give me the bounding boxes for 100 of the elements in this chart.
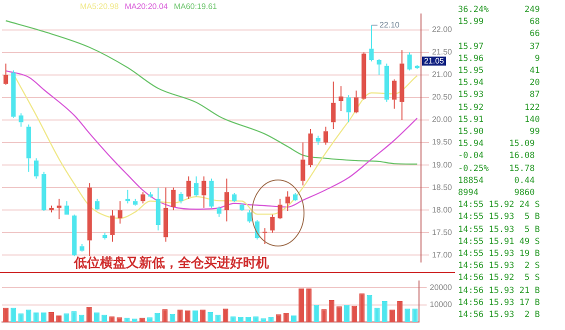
text: 15.96 9	[458, 52, 541, 66]
text: 15.97 37	[458, 40, 541, 53]
candlestick	[216, 206, 222, 218]
candlestick	[232, 192, 237, 203]
candlestick	[80, 243, 84, 252]
bar	[321, 309, 327, 322]
y-tick-label: 20000	[430, 282, 453, 292]
text: MA20:20.04	[124, 2, 168, 11]
candlestick	[346, 94, 351, 123]
y-tick-label: 17.50	[432, 228, 453, 237]
y-tick-label: 21.50	[432, 48, 453, 57]
text: 14:55 15.91 49 S	[458, 236, 541, 248]
candlestick	[384, 63, 389, 102]
y-tick-label: 22.00	[432, 24, 453, 34]
text: 14:55 15.93 5 B	[458, 211, 541, 224]
bar	[222, 308, 228, 322]
y-tick-label: 18.50	[432, 182, 453, 192]
candlestick	[285, 190, 290, 212]
y-tick-label: 19.00	[432, 160, 453, 170]
line-series	[5, 20, 418, 165]
text: 18854 0.44	[458, 174, 536, 188]
candlestick	[247, 210, 252, 224]
candlestick	[270, 214, 275, 234]
bar	[298, 288, 304, 322]
text: 14:56 15.93 2 B	[458, 309, 541, 322]
text: -0.04 16.08	[458, 150, 536, 163]
candlestick	[171, 187, 176, 211]
bar	[26, 310, 32, 322]
candlestick	[26, 124, 31, 172]
bar	[94, 312, 100, 322]
candlestick	[194, 176, 199, 198]
candlestick	[72, 214, 77, 257]
annotation: 低位横盘又新低，全仓买进好时机	[72, 256, 271, 271]
bar	[33, 312, 39, 322]
text: 14:56 15.93 2 S	[458, 260, 541, 272]
candlestick	[110, 210, 115, 242]
text: 15.92 122	[458, 102, 541, 114]
bar	[344, 304, 350, 322]
candlestick	[316, 135, 320, 146]
text: 14:55 15.92 24 S	[458, 199, 541, 212]
bar	[404, 308, 410, 322]
text: 15.99 68	[458, 16, 541, 28]
bar	[389, 310, 395, 322]
text: 14:56 15.92 5 S	[458, 272, 541, 285]
candlestick	[331, 81, 336, 130]
text: 15.95 41	[458, 65, 541, 78]
y-tick-label: 18.00	[432, 205, 453, 214]
candlestick	[338, 86, 344, 112]
bar	[397, 301, 403, 322]
text: 66	[528, 28, 541, 41]
candlestick	[323, 126, 328, 146]
text: MA5:20.98	[80, 2, 119, 11]
bar	[412, 308, 418, 322]
bar	[40, 312, 46, 322]
text: 15.91 140	[458, 114, 541, 126]
candlestick	[87, 182, 92, 257]
text: 15.94 15.09	[458, 138, 536, 150]
bar	[184, 310, 190, 322]
text: 14:55 15.93 19 B	[458, 248, 541, 260]
bar	[208, 312, 214, 322]
candlestick	[94, 198, 100, 211]
candlestick	[164, 187, 168, 242]
candlestick	[300, 142, 306, 186]
bar	[352, 306, 358, 322]
bar	[3, 308, 9, 322]
candlestick	[49, 205, 54, 213]
bar	[10, 308, 16, 322]
candlestick	[178, 192, 184, 204]
candlestick	[133, 198, 138, 206]
y-tick-label: 17.00	[432, 250, 453, 260]
y-tick-label: 10000	[430, 300, 453, 310]
text: 8994 9860	[458, 187, 536, 200]
candlestick	[407, 52, 412, 71]
bar	[48, 312, 54, 322]
text: 15.90 99	[458, 126, 541, 138]
candlestick	[392, 78, 397, 110]
candlestick	[224, 178, 230, 222]
candlestick	[56, 198, 62, 220]
candlestick	[209, 178, 214, 208]
bar	[328, 300, 334, 322]
bar	[382, 301, 388, 322]
text: 15.93 87	[458, 89, 541, 102]
candlestick	[4, 63, 8, 86]
candlestick	[308, 128, 313, 168]
bar	[200, 310, 206, 322]
y-tick-label: 20.00	[432, 115, 453, 124]
text: 14:55 15.93 5 B	[458, 224, 541, 236]
text: 36.24% 249	[458, 4, 541, 16]
text: 14:56 15.93 17 B	[458, 296, 541, 310]
bar	[374, 308, 380, 322]
text: 15.94 20	[458, 77, 541, 90]
candlestick	[293, 192, 298, 202]
text: MA60:19.61	[174, 2, 217, 11]
candlestick	[369, 24, 374, 62]
candlestick	[118, 200, 122, 224]
bar	[86, 306, 92, 322]
candlestick	[376, 58, 382, 76]
y-tick-label: 19.50	[432, 138, 453, 147]
bar	[359, 293, 365, 322]
text: 21.05	[424, 56, 445, 66]
